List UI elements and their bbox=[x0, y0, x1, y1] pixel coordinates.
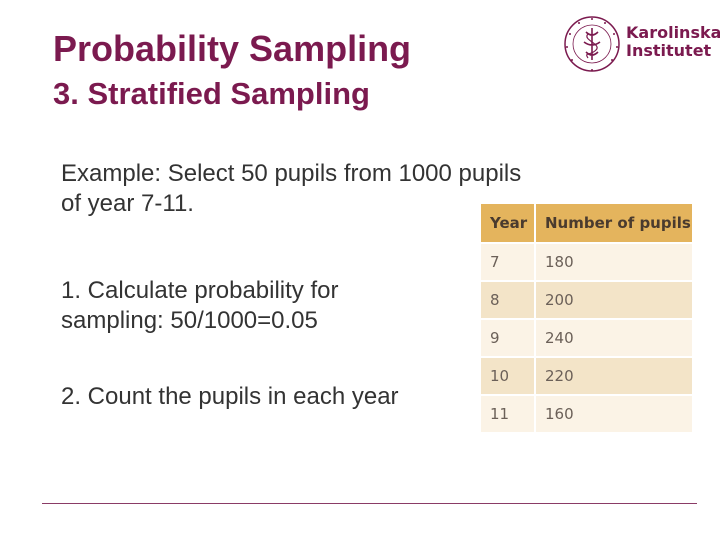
cell-year: 9 bbox=[481, 319, 536, 358]
cell-count: 240 bbox=[535, 319, 694, 358]
step-2-label: 2. Count the pupils in each year bbox=[61, 383, 399, 410]
header-number-of-pupils: Number of pupils bbox=[535, 204, 694, 244]
header-year: Year bbox=[481, 204, 536, 244]
example-text: Example: Select 50 pupils from 1000 pupi… bbox=[61, 160, 522, 217]
table-row: 11 160 bbox=[481, 395, 694, 434]
cell-year: 10 bbox=[481, 357, 536, 396]
logo-line-2: Institutet bbox=[626, 41, 712, 60]
slide-subtitle: 3. Stratified Sampling bbox=[53, 76, 370, 111]
cell-year: 8 bbox=[481, 281, 536, 320]
footer-divider bbox=[42, 503, 697, 504]
cell-year: 11 bbox=[481, 395, 536, 434]
table-row: 7 180 bbox=[481, 243, 694, 282]
logo-line-1: Karolinska bbox=[626, 23, 720, 42]
step-2-text: 2. Count the pupils in each year bbox=[61, 382, 399, 412]
table-row: 9 240 bbox=[481, 319, 694, 358]
table-row: 10 220 bbox=[481, 357, 694, 396]
cell-count: 180 bbox=[535, 243, 694, 282]
cell-count: 200 bbox=[535, 281, 694, 320]
cell-year: 7 bbox=[481, 243, 536, 282]
step-1-text: 1. Calculate probability for sampling: 5… bbox=[61, 277, 339, 334]
slide-title: Probability Sampling bbox=[53, 28, 412, 69]
logo-wordmark: Karolinska Institutet bbox=[626, 24, 720, 60]
table-header-row: Year Number of pupils bbox=[481, 204, 694, 244]
cell-count: 220 bbox=[535, 357, 694, 396]
cell-count: 160 bbox=[535, 395, 694, 434]
karolinska-logo: Karolinska Institutet bbox=[562, 14, 720, 74]
karolinska-seal-icon bbox=[564, 16, 620, 72]
table-row: 8 200 bbox=[481, 281, 694, 320]
pupils-table: Year Number of pupils 7 180 8 200 9 240 … bbox=[481, 204, 694, 434]
